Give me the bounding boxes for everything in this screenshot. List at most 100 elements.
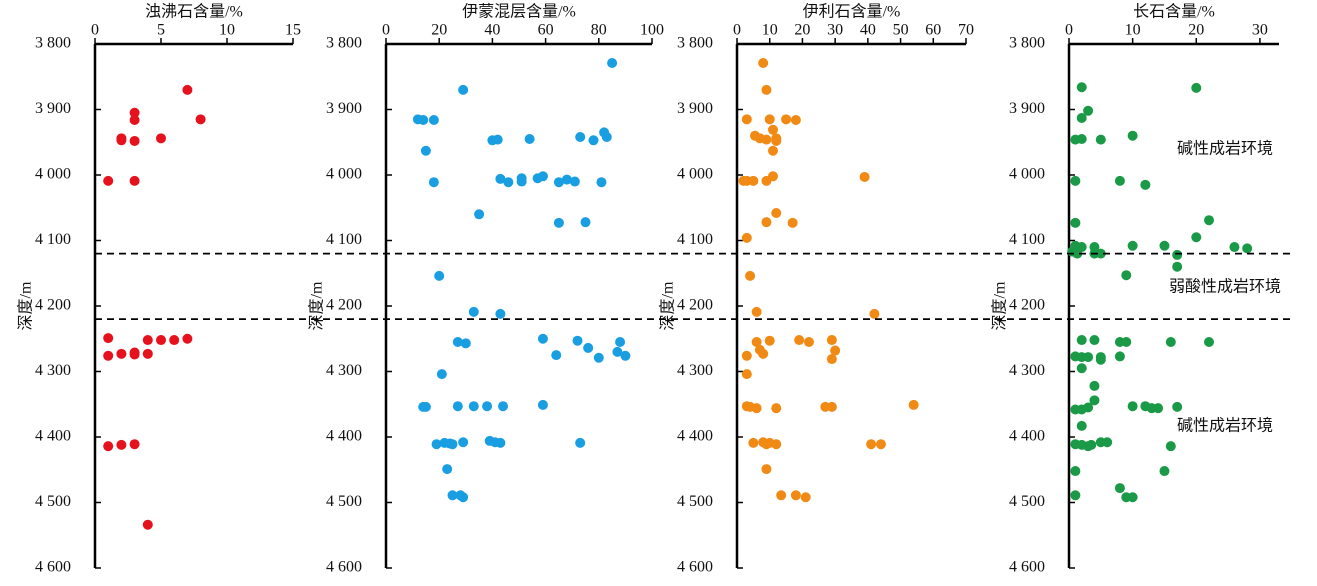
point: [129, 175, 140, 186]
point: [596, 177, 607, 188]
point: [575, 132, 586, 143]
point: [748, 175, 759, 186]
point: [447, 490, 458, 501]
point: [1076, 82, 1087, 93]
point: [767, 145, 778, 156]
y-tick-label: 4 000: [1009, 166, 1045, 183]
point: [751, 403, 762, 414]
point: [761, 464, 772, 475]
point: [561, 174, 572, 185]
y-tick-label: 4 400: [326, 428, 362, 445]
point: [1172, 401, 1183, 412]
y-axis-label: 深度/m: [991, 281, 1009, 330]
x-tick-label: 0: [382, 22, 390, 39]
point: [1076, 420, 1087, 431]
point: [758, 57, 769, 68]
point: [428, 114, 439, 125]
point: [1095, 134, 1106, 145]
point: [1140, 179, 1151, 190]
point: [1229, 242, 1240, 253]
point: [553, 177, 564, 188]
point: [434, 270, 445, 281]
y-axis-label: 深度/m: [17, 281, 35, 330]
point: [1121, 270, 1132, 281]
y-tick-label: 4 400: [35, 428, 71, 445]
point: [1076, 113, 1087, 124]
point: [601, 132, 612, 143]
point: [751, 306, 762, 317]
point: [1153, 403, 1164, 414]
point: [1076, 133, 1087, 144]
point: [103, 350, 114, 361]
point: [103, 441, 114, 452]
point: [803, 337, 814, 348]
point: [418, 114, 429, 125]
point: [182, 333, 193, 344]
x-tick-label: 10: [762, 22, 778, 39]
point: [129, 439, 140, 450]
x-tick-label: 60: [925, 22, 941, 39]
x-tick-label: 10: [1125, 22, 1141, 39]
point: [790, 490, 801, 501]
point: [495, 437, 506, 448]
point: [182, 84, 193, 95]
point: [741, 369, 752, 380]
point: [1095, 354, 1106, 365]
y-tick-label: 4 100: [1009, 231, 1045, 248]
y-tick-label: 3 800: [1009, 35, 1045, 52]
point: [1172, 261, 1183, 272]
chart-title: 伊蒙混层含量/%: [462, 3, 576, 21]
point: [553, 217, 564, 228]
point: [142, 348, 153, 359]
point: [1191, 232, 1202, 243]
point: [1102, 437, 1113, 448]
y-tick-label: 4 100: [326, 231, 362, 248]
x-tick-label: 0: [1065, 22, 1073, 39]
point: [1086, 439, 1097, 450]
point: [495, 173, 506, 184]
point: [1114, 483, 1125, 494]
point: [436, 369, 447, 380]
point: [1204, 337, 1214, 348]
point: [794, 335, 805, 346]
x-tick-label: 20: [794, 22, 810, 39]
point: [468, 306, 479, 317]
x-tick-label: 40: [860, 22, 876, 39]
x-tick-label: 20: [431, 22, 447, 39]
point: [1127, 492, 1138, 503]
point: [588, 135, 599, 146]
point: [764, 114, 775, 125]
annotation: 碱性成岩环境: [1177, 416, 1273, 435]
x-tick-label: 50: [893, 22, 909, 39]
point: [620, 350, 631, 361]
point: [420, 401, 431, 412]
x-tick-label: 20: [1188, 22, 1204, 39]
point: [129, 349, 140, 360]
point: [869, 308, 880, 319]
point: [767, 171, 778, 182]
point: [575, 437, 586, 448]
y-tick-label: 3 900: [1009, 100, 1045, 117]
y-tick-label: 4 100: [677, 231, 713, 248]
point: [787, 217, 798, 228]
y-tick-label: 4 300: [326, 362, 362, 379]
y-tick-label: 3 800: [326, 35, 362, 52]
y-axis-label: 深度/m: [308, 281, 326, 330]
chart-title: 伊利石含量/%: [803, 3, 901, 21]
point: [142, 335, 153, 346]
x-tick-label: 40: [484, 22, 500, 39]
point: [428, 177, 439, 188]
y-tick-label: 4 200: [326, 297, 362, 314]
point: [537, 171, 548, 182]
point: [612, 346, 623, 357]
y-tick-label: 4 500: [677, 493, 713, 510]
point: [607, 57, 618, 68]
x-tick-label: 15: [285, 22, 301, 39]
point: [1127, 401, 1138, 412]
point: [460, 338, 471, 349]
point: [781, 114, 792, 125]
point: [572, 335, 583, 346]
point: [615, 337, 626, 348]
point: [420, 145, 431, 156]
point: [1083, 352, 1094, 363]
